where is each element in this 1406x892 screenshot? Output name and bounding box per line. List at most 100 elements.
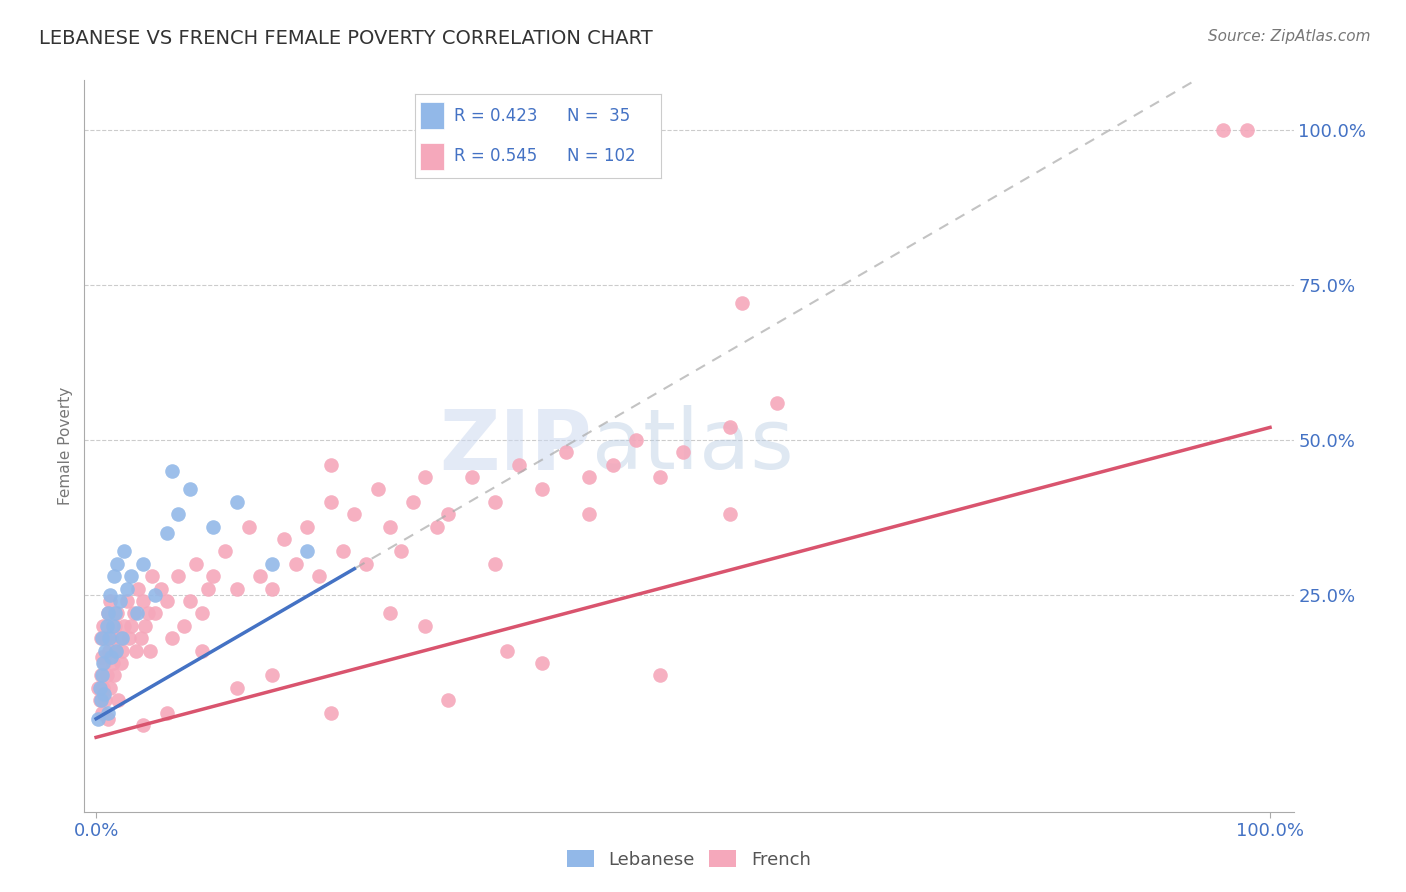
Point	[766, 395, 789, 409]
Point	[91, 706, 114, 720]
Point	[162, 464, 184, 478]
Point	[173, 619, 195, 633]
Point	[143, 588, 166, 602]
Point	[90, 668, 112, 682]
Point	[602, 458, 624, 472]
Point	[202, 569, 225, 583]
Point	[308, 569, 330, 583]
Point	[262, 557, 284, 571]
Point	[496, 643, 519, 657]
Point	[624, 433, 647, 447]
Point	[249, 569, 271, 583]
Point	[141, 569, 163, 583]
Point	[120, 619, 142, 633]
Point	[437, 507, 460, 521]
Point	[98, 643, 121, 657]
Point	[461, 470, 484, 484]
Point	[90, 631, 112, 645]
Point	[115, 582, 138, 596]
Point	[98, 631, 121, 645]
Point	[155, 594, 177, 608]
Point	[108, 594, 131, 608]
Y-axis label: Female Poverty: Female Poverty	[58, 387, 73, 505]
Text: Source: ZipAtlas.com: Source: ZipAtlas.com	[1208, 29, 1371, 44]
Point	[105, 643, 128, 657]
Point	[90, 693, 112, 707]
Point	[484, 557, 506, 571]
Point	[284, 557, 307, 571]
Point	[413, 470, 436, 484]
Point	[1236, 123, 1258, 137]
Point	[226, 495, 249, 509]
Point	[437, 693, 460, 707]
Point	[115, 594, 138, 608]
Point	[578, 470, 600, 484]
Point	[87, 712, 110, 726]
Point	[167, 507, 190, 521]
Point	[98, 594, 121, 608]
Point	[262, 582, 284, 596]
Point	[89, 681, 111, 695]
Point	[105, 557, 128, 571]
Point	[238, 519, 260, 533]
Point	[93, 656, 115, 670]
Point	[122, 607, 145, 621]
Point	[127, 607, 149, 621]
Point	[97, 607, 120, 621]
Text: N =  35: N = 35	[567, 107, 630, 125]
Point	[214, 544, 236, 558]
Point	[672, 445, 695, 459]
Point	[89, 693, 111, 707]
Point	[578, 507, 600, 521]
Point	[101, 656, 124, 670]
Point	[554, 445, 576, 459]
Point	[118, 631, 141, 645]
Point	[197, 582, 219, 596]
Point	[105, 643, 128, 657]
Point	[132, 557, 155, 571]
Point	[94, 631, 117, 645]
Point	[125, 643, 148, 657]
Point	[108, 631, 131, 645]
Text: LEBANESE VS FRENCH FEMALE POVERTY CORRELATION CHART: LEBANESE VS FRENCH FEMALE POVERTY CORREL…	[39, 29, 654, 47]
Point	[111, 643, 134, 657]
Point	[111, 631, 134, 645]
Point	[731, 296, 754, 310]
Text: R = 0.423: R = 0.423	[454, 107, 537, 125]
Point	[648, 668, 671, 682]
Point	[190, 643, 212, 657]
Point	[132, 718, 155, 732]
Point	[103, 569, 125, 583]
Point	[127, 582, 149, 596]
Point	[425, 519, 447, 533]
Point	[96, 619, 118, 633]
Point	[112, 619, 135, 633]
Point	[402, 495, 425, 509]
Point	[139, 643, 162, 657]
Point	[202, 519, 225, 533]
Point	[104, 607, 127, 621]
Point	[155, 706, 177, 720]
Point	[1212, 123, 1234, 137]
Point	[149, 582, 172, 596]
Point	[354, 557, 377, 571]
Point	[100, 649, 122, 664]
Point	[648, 470, 671, 484]
Point	[143, 607, 166, 621]
Point	[91, 656, 114, 670]
Point	[132, 594, 155, 608]
Point	[531, 483, 554, 497]
Point	[98, 681, 121, 695]
Point	[91, 619, 114, 633]
Text: N = 102: N = 102	[567, 147, 636, 165]
Point	[103, 668, 125, 682]
Point	[155, 525, 177, 540]
Point	[378, 607, 401, 621]
Point	[378, 519, 401, 533]
Point	[319, 495, 342, 509]
Point	[297, 519, 319, 533]
Point	[508, 458, 530, 472]
Point	[273, 532, 295, 546]
Point	[179, 594, 201, 608]
Point	[413, 619, 436, 633]
